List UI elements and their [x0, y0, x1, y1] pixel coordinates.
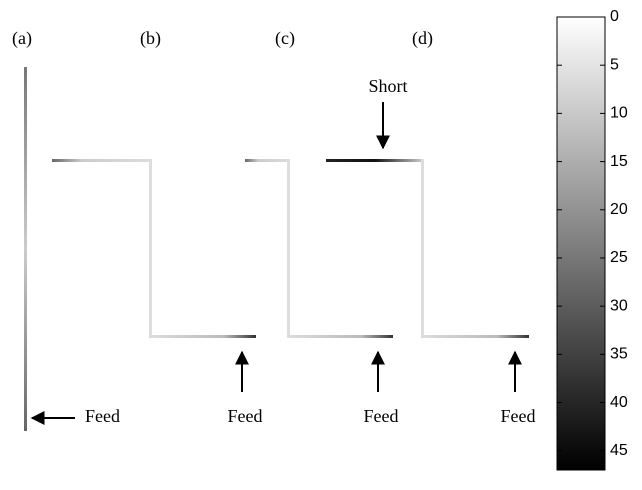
feed-label: Feed	[85, 406, 120, 426]
tick-label: 10	[610, 105, 628, 122]
antenna-d	[326, 159, 529, 338]
panel-label: (b)	[140, 28, 161, 49]
arrows	[30, 102, 522, 425]
antenna-b	[52, 159, 256, 338]
tick-label: 5	[610, 56, 619, 73]
tick-label: 20	[610, 201, 628, 218]
panel-label: (a)	[12, 28, 32, 49]
panel-label: (d)	[412, 28, 433, 49]
feed-label: Feed	[501, 406, 536, 426]
antenna-c	[245, 159, 393, 338]
tick-label: 40	[610, 394, 628, 411]
tick-label: 25	[610, 249, 628, 266]
feed-label: Feed	[364, 406, 399, 426]
tick-label: 0	[610, 8, 619, 25]
tick-label: 30	[610, 297, 628, 314]
colorbar	[556, 16, 606, 471]
short-label: Short	[368, 76, 407, 96]
tick-label: 45	[610, 442, 628, 459]
tick-label: 15	[610, 153, 628, 170]
feed-label: Feed	[228, 406, 263, 426]
dipole	[24, 67, 27, 431]
tick-label: 35	[610, 346, 628, 363]
panel-label: (c)	[275, 28, 295, 49]
